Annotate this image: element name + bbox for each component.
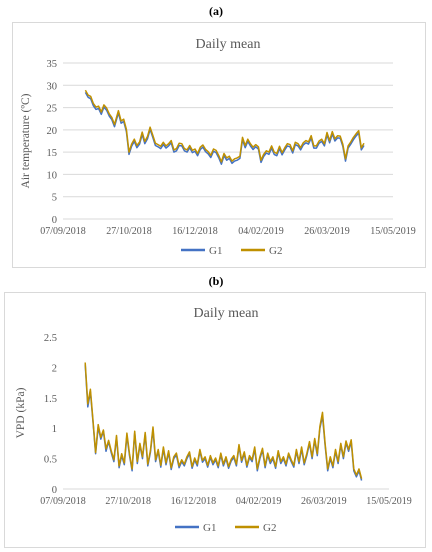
temperature-chart: Daily mean 0 5 10 15 20 25 30 35 07/09/2018 27/10/… — [20, 37, 416, 257]
series-line-g2 — [84, 89, 365, 163]
panel-label-letter: a — [213, 4, 219, 18]
y-tick-label: 30 — [47, 81, 58, 92]
panel-label-close: ) — [219, 4, 223, 18]
y-tick-label: 0.5 — [44, 455, 57, 466]
legend-label-g1: G1 — [209, 245, 222, 257]
y-tick-label: 1.5 — [44, 394, 57, 405]
x-tick-label: 16/12/2018 — [171, 496, 217, 507]
y-tick-label: 1 — [52, 424, 57, 435]
chart-box-b: Daily mean 0 0.5 1 1.5 2 2.5 07/09/2018 27/10/20… — [4, 292, 426, 548]
x-tick-label: 26/03/2019 — [304, 226, 350, 237]
x-tick-label: 04/02/2019 — [236, 496, 282, 507]
y-tick-label: 10 — [47, 170, 58, 181]
y-tick-label: 25 — [47, 104, 58, 115]
y-tick-label: 20 — [47, 126, 58, 137]
x-tick-label: 16/12/2018 — [172, 226, 218, 237]
y-tick-label: 5 — [52, 193, 57, 204]
panel-label-a: (a) — [0, 4, 432, 19]
x-tick-label: 07/09/2018 — [40, 226, 86, 237]
panel-label-b: (b) — [0, 274, 432, 289]
x-tick-label: 27/10/2018 — [106, 226, 152, 237]
legend-label-g2: G2 — [263, 522, 276, 534]
vpd-chart: Daily mean 0 0.5 1 1.5 2 2.5 07/09/2018 27/10/20… — [15, 306, 412, 534]
y-tick-label: 0 — [52, 485, 57, 496]
panel-label-letter: b — [212, 274, 220, 288]
panel-label-open: ( — [208, 274, 213, 288]
y-tick-label: 15 — [47, 148, 58, 159]
x-tick-label: 07/09/2018 — [40, 496, 86, 507]
panel-label-close: ) — [219, 274, 224, 288]
x-tick-label: 15/05/2019 — [370, 226, 416, 237]
legend-label-g2: G2 — [269, 245, 282, 257]
y-tick-label: 35 — [47, 59, 58, 70]
legend-label-g1: G1 — [203, 522, 216, 534]
series-line-g1 — [84, 92, 365, 165]
chart-title: Daily mean — [196, 37, 261, 52]
x-tick-label: 15/05/2019 — [366, 496, 412, 507]
y-axis-label: Air temperature (ºC) — [20, 93, 32, 188]
y-tick-label: 2.5 — [44, 333, 57, 344]
x-tick-label: 26/03/2019 — [301, 496, 347, 507]
x-tick-label: 27/10/2018 — [105, 496, 151, 507]
y-axis-label: VPD (kPa) — [15, 387, 27, 438]
panel-label-open: ( — [209, 4, 213, 18]
y-tick-label: 0 — [52, 215, 57, 226]
y-tick-label: 2 — [52, 363, 57, 374]
x-tick-label: 04/02/2019 — [238, 226, 284, 237]
chart-box-a: Daily mean 0 5 10 15 20 25 30 35 07/09/2018 27/10/… — [12, 22, 426, 268]
chart-title: Daily mean — [194, 306, 259, 321]
series-line-g2 — [84, 362, 363, 479]
